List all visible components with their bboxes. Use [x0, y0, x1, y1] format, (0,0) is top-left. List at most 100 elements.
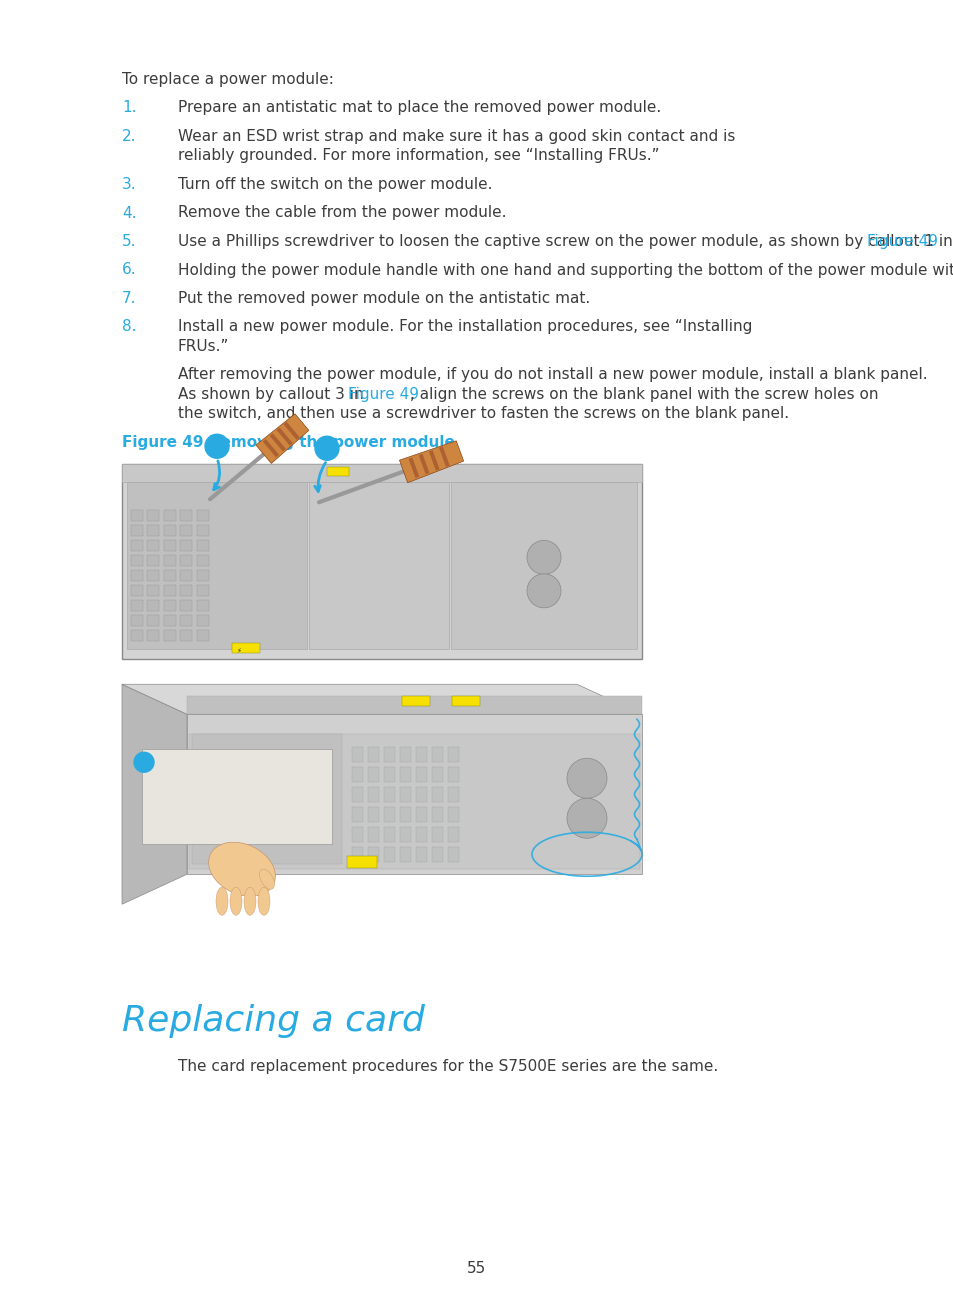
Bar — [384, 807, 395, 822]
Bar — [352, 807, 363, 822]
Bar — [416, 787, 427, 802]
Text: As shown by callout 3 in: As shown by callout 3 in — [178, 388, 368, 402]
Polygon shape — [262, 439, 278, 457]
Bar — [164, 630, 175, 642]
Ellipse shape — [209, 842, 275, 897]
Bar — [368, 767, 378, 783]
Polygon shape — [438, 446, 449, 467]
Bar — [148, 511, 159, 521]
Bar — [180, 511, 193, 521]
Bar — [180, 555, 193, 566]
Bar — [196, 586, 209, 596]
Bar — [416, 827, 427, 842]
Text: 3.: 3. — [122, 178, 136, 192]
Bar — [448, 807, 458, 822]
Text: 6.: 6. — [122, 263, 136, 277]
Polygon shape — [270, 433, 286, 451]
Bar — [164, 616, 175, 626]
Bar — [401, 696, 430, 706]
Bar — [180, 570, 193, 581]
Bar — [148, 616, 159, 626]
Bar — [432, 827, 442, 842]
Bar — [196, 540, 209, 551]
Bar — [352, 827, 363, 842]
Text: The card replacement procedures for the S7500E series are the same.: The card replacement procedures for the … — [178, 1059, 718, 1074]
Bar — [352, 787, 363, 802]
Bar — [196, 511, 209, 521]
Bar — [448, 787, 458, 802]
Bar — [384, 848, 395, 862]
Bar — [148, 525, 159, 537]
Text: Remove the cable from the power module.: Remove the cable from the power module. — [178, 206, 506, 220]
Bar — [432, 767, 442, 783]
Bar — [352, 767, 363, 783]
Text: Install a new power module. For the installation procedures, see “Installing: Install a new power module. For the inst… — [178, 320, 752, 334]
Bar — [368, 848, 378, 862]
Bar — [131, 570, 143, 581]
Bar — [432, 848, 442, 862]
Bar — [368, 807, 378, 822]
FancyBboxPatch shape — [122, 464, 641, 660]
Bar — [148, 630, 159, 642]
Text: Figure 49 Removing the power module: Figure 49 Removing the power module — [122, 435, 455, 450]
Bar — [127, 482, 307, 649]
Bar — [399, 767, 411, 783]
Text: Figure 49: Figure 49 — [348, 388, 419, 402]
Text: 1.: 1. — [122, 101, 136, 115]
Polygon shape — [399, 441, 463, 482]
Text: 2.: 2. — [122, 130, 136, 144]
Bar — [368, 827, 378, 842]
Ellipse shape — [259, 870, 274, 889]
Text: Put the removed power module on the antistatic mat.: Put the removed power module on the anti… — [178, 292, 590, 306]
Text: the switch, and then use a screwdriver to fasten the screws on the blank panel.: the switch, and then use a screwdriver t… — [178, 407, 788, 421]
Bar — [180, 616, 193, 626]
Polygon shape — [122, 684, 641, 714]
Bar — [131, 600, 143, 612]
Polygon shape — [187, 714, 641, 875]
Bar — [452, 696, 479, 706]
Bar — [448, 767, 458, 783]
Bar — [399, 787, 411, 802]
Bar — [164, 586, 175, 596]
Bar — [180, 600, 193, 612]
Bar — [196, 555, 209, 566]
Circle shape — [566, 758, 606, 798]
Bar — [148, 586, 159, 596]
Ellipse shape — [257, 888, 270, 915]
Bar — [164, 570, 175, 581]
Bar — [192, 735, 341, 864]
Bar — [384, 787, 395, 802]
Ellipse shape — [230, 888, 242, 915]
Bar — [432, 807, 442, 822]
Bar — [131, 630, 143, 642]
Bar — [148, 540, 159, 551]
Text: 5.: 5. — [122, 235, 136, 249]
Polygon shape — [283, 421, 299, 439]
Bar — [164, 525, 175, 537]
Bar — [142, 749, 332, 844]
Bar — [180, 540, 193, 551]
Bar — [180, 630, 193, 642]
Bar — [131, 540, 143, 551]
Bar — [196, 630, 209, 642]
Bar — [416, 848, 427, 862]
Bar — [352, 748, 363, 762]
Bar — [448, 827, 458, 842]
Polygon shape — [418, 454, 429, 474]
Text: Prepare an antistatic mat to place the removed power module.: Prepare an antistatic mat to place the r… — [178, 101, 660, 115]
Bar — [164, 600, 175, 612]
Text: FRUs.”: FRUs.” — [178, 340, 229, 354]
Bar — [180, 525, 193, 537]
Text: To replace a power module:: To replace a power module: — [122, 73, 334, 87]
Polygon shape — [429, 450, 439, 470]
Bar — [416, 767, 427, 783]
Bar — [131, 586, 143, 596]
Text: Replacing a card: Replacing a card — [122, 1004, 424, 1038]
Bar — [368, 748, 378, 762]
Bar — [399, 827, 411, 842]
Bar — [448, 848, 458, 862]
Circle shape — [133, 752, 153, 772]
Text: Figure 49: Figure 49 — [866, 235, 937, 249]
Text: Use a Phillips screwdriver to loosen the captive screw on the power module, as s: Use a Phillips screwdriver to loosen the… — [178, 235, 953, 249]
Text: 8.: 8. — [122, 320, 136, 334]
